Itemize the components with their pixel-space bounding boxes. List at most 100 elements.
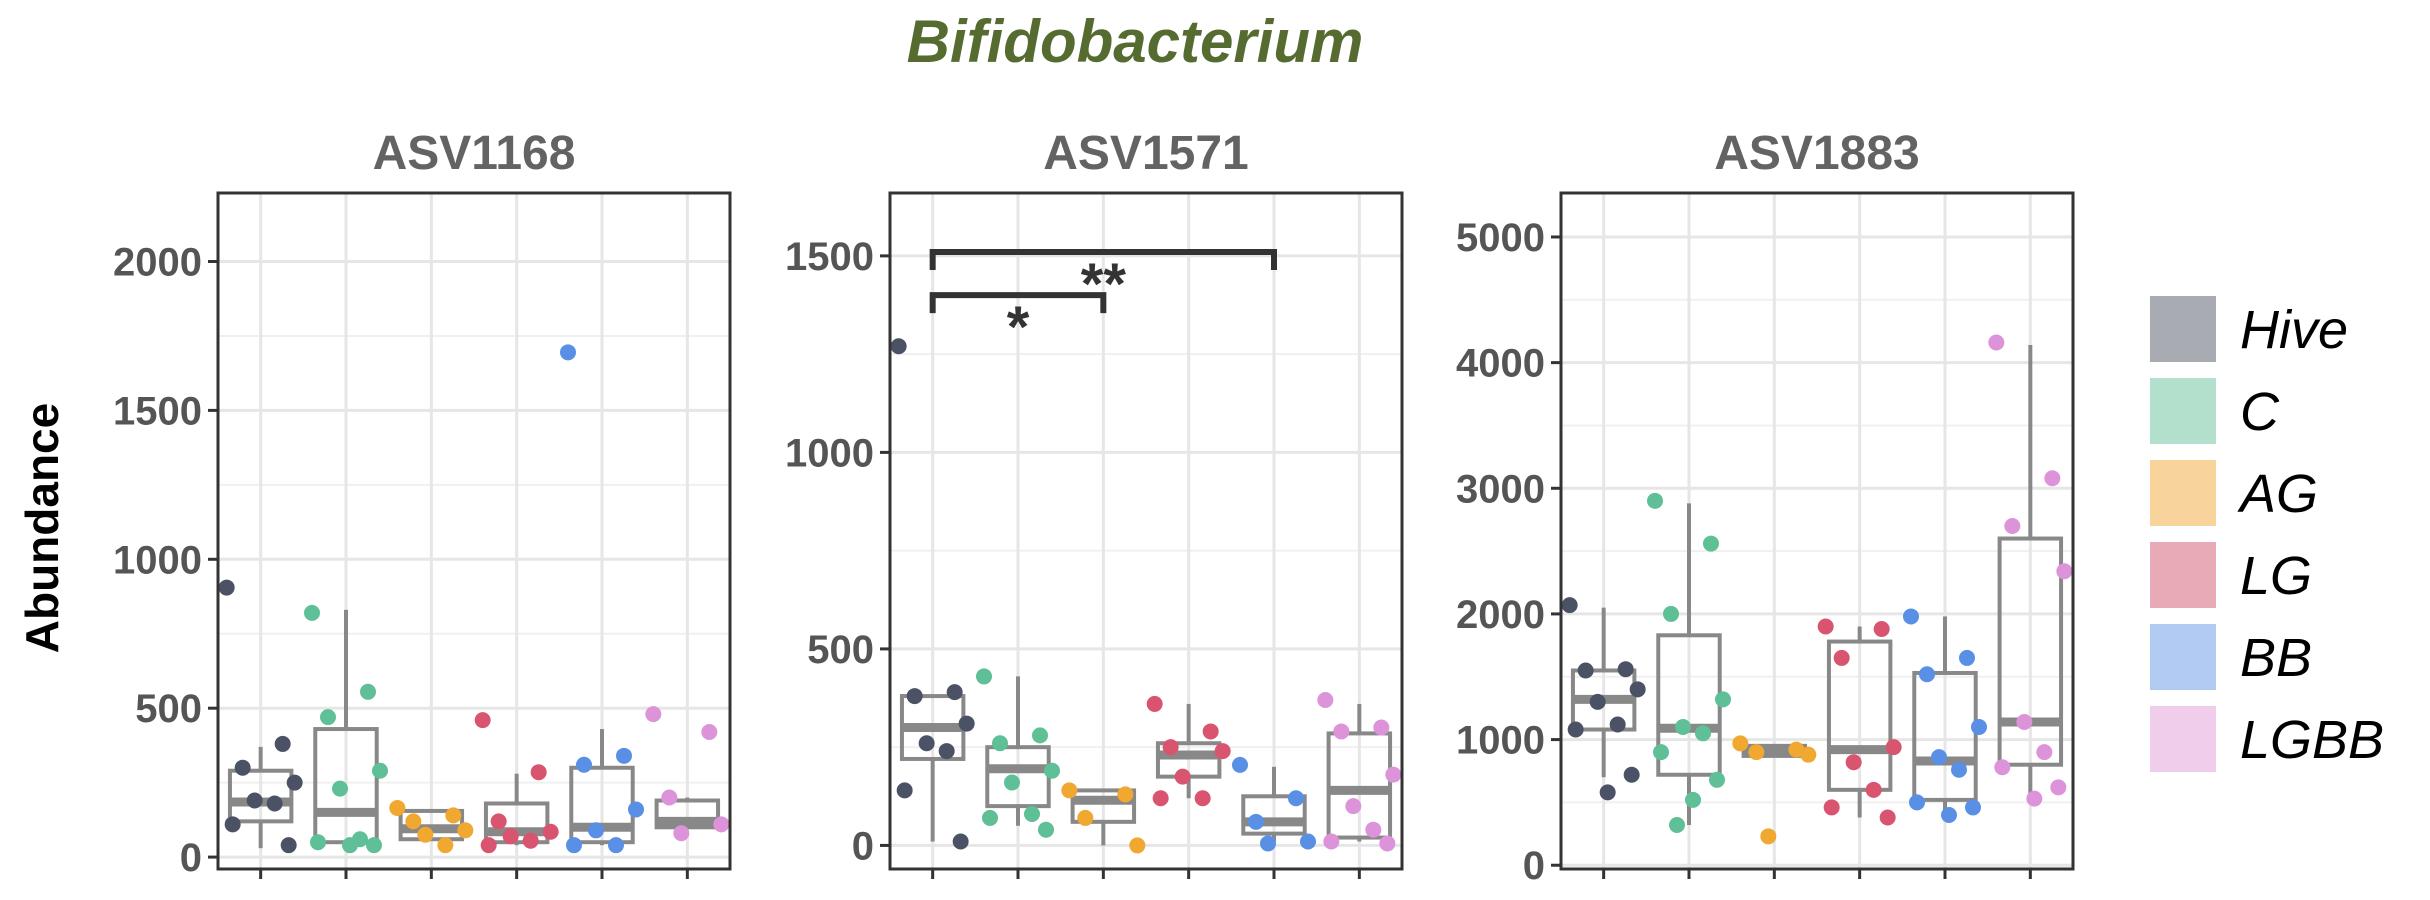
box-iqr <box>1241 794 1307 836</box>
legend-swatch <box>2150 542 2216 608</box>
panel-border <box>1559 191 2075 871</box>
legend-item-C: C <box>2150 378 2280 444</box>
data-point-C <box>320 709 336 726</box>
data-point-AG <box>445 807 462 824</box>
legend-item-AG: AG <box>2150 460 2318 526</box>
legend-item-LG: LG <box>2150 542 2312 608</box>
data-point-C <box>1653 744 1669 761</box>
data-point-LG <box>1202 723 1219 740</box>
data-point-LGBB <box>1994 759 2011 776</box>
data-point-AG <box>405 813 422 830</box>
data-point-Hive <box>274 735 291 752</box>
data-point-Hive <box>1617 661 1634 678</box>
data-point-BB <box>1919 666 1935 683</box>
data-point-LG <box>1174 768 1191 785</box>
data-point-Hive <box>1609 716 1626 733</box>
data-point-BB <box>1288 790 1304 807</box>
panel-background <box>218 193 730 869</box>
data-point-Hive <box>286 774 303 791</box>
data-point-LG <box>1845 754 1862 771</box>
legend-label: C <box>2240 382 2280 442</box>
data-point-C <box>310 834 326 851</box>
data-point-Hive <box>890 338 907 355</box>
legend-label: BB <box>2240 628 2312 688</box>
data-point-AG <box>1129 837 1146 854</box>
data-point-BB <box>608 837 624 854</box>
data-point-C <box>366 837 382 854</box>
data-point-LG <box>480 837 497 854</box>
data-point-LGBB <box>1323 833 1340 850</box>
data-point-AG <box>1800 746 1817 763</box>
y-tick-label: 0 <box>1523 844 1545 888</box>
legend-swatch <box>2150 460 2216 526</box>
data-point-C <box>342 837 358 854</box>
main-title: Bifidobacterium <box>907 8 1364 75</box>
panels: 0500100015002000ASV1168***050010001500AS… <box>113 127 2075 888</box>
data-point-LGBB <box>2004 517 2021 534</box>
data-point-Hive <box>280 837 297 854</box>
legend-swatch <box>2150 296 2216 362</box>
data-point-LG <box>542 823 559 840</box>
data-point-BB <box>1959 649 1975 666</box>
data-point-Hive <box>952 833 969 850</box>
data-point-LGBB <box>2026 790 2043 807</box>
data-point-LGBB <box>2016 713 2033 730</box>
data-point-BB <box>576 756 592 773</box>
data-point-Hive <box>896 782 913 799</box>
data-point-LGBB <box>713 816 730 833</box>
data-point-LGBB <box>1365 821 1382 838</box>
data-point-C <box>1695 725 1711 742</box>
data-point-BB <box>560 344 576 361</box>
data-point-BB <box>1931 749 1947 766</box>
data-point-AG <box>437 837 454 854</box>
data-point-LG <box>1152 790 1169 807</box>
data-point-BB <box>628 801 644 818</box>
panel-ASV1168: 0 500 1000 1500 2000 ASV1168 <box>113 127 732 880</box>
legend-swatch <box>2150 378 2216 444</box>
data-point-LGBB <box>645 706 662 723</box>
y-tick-label: 1500 <box>113 389 202 433</box>
data-point-BB <box>1232 756 1248 773</box>
legend-swatch <box>2150 624 2216 690</box>
data-point-Hive <box>958 715 975 732</box>
legend-label: Hive <box>2240 300 2348 360</box>
box-LGBB <box>1326 703 1393 842</box>
data-point-LGBB <box>661 789 678 806</box>
data-point-LG <box>1885 739 1902 756</box>
data-point-C <box>1685 791 1701 808</box>
data-point-LG <box>1833 649 1850 666</box>
y-tick-label: 3000 <box>1456 467 1545 511</box>
data-point-AG <box>1748 744 1765 761</box>
legend-label: AG <box>2237 464 2318 524</box>
data-point-LGBB <box>673 825 690 842</box>
data-point-Hive <box>1599 784 1616 801</box>
data-point-C <box>360 683 376 700</box>
data-point-AG <box>1061 782 1078 799</box>
y-tick-label: 1000 <box>785 431 874 475</box>
data-point-C <box>1675 719 1691 736</box>
data-point-BB <box>1941 806 1957 823</box>
y-tick-label: 500 <box>807 628 874 672</box>
data-point-LG <box>474 712 491 729</box>
data-point-LG <box>1194 790 1211 807</box>
data-point-BB <box>616 747 632 764</box>
significance-bracket: ** <box>929 248 1277 317</box>
data-point-LG <box>502 828 519 845</box>
y-tick-label: 4000 <box>1456 342 1545 386</box>
data-point-Hive <box>1567 721 1584 738</box>
data-point-AG <box>417 826 434 843</box>
data-point-BB <box>1903 608 1919 625</box>
y-tick-label: 2000 <box>1456 593 1545 637</box>
data-point-Hive <box>1629 681 1646 698</box>
data-point-C <box>304 604 320 621</box>
data-point-LG <box>1823 799 1840 816</box>
data-point-AG <box>1117 786 1134 803</box>
data-point-C <box>1663 605 1679 622</box>
data-point-C <box>1004 774 1020 791</box>
data-point-LG <box>1879 809 1896 826</box>
significance-label: ** <box>1081 252 1127 317</box>
data-point-C <box>1703 535 1719 552</box>
data-point-LG <box>1146 695 1163 712</box>
box-iqr <box>227 768 294 824</box>
legend-item-BB: BB <box>2150 624 2312 690</box>
